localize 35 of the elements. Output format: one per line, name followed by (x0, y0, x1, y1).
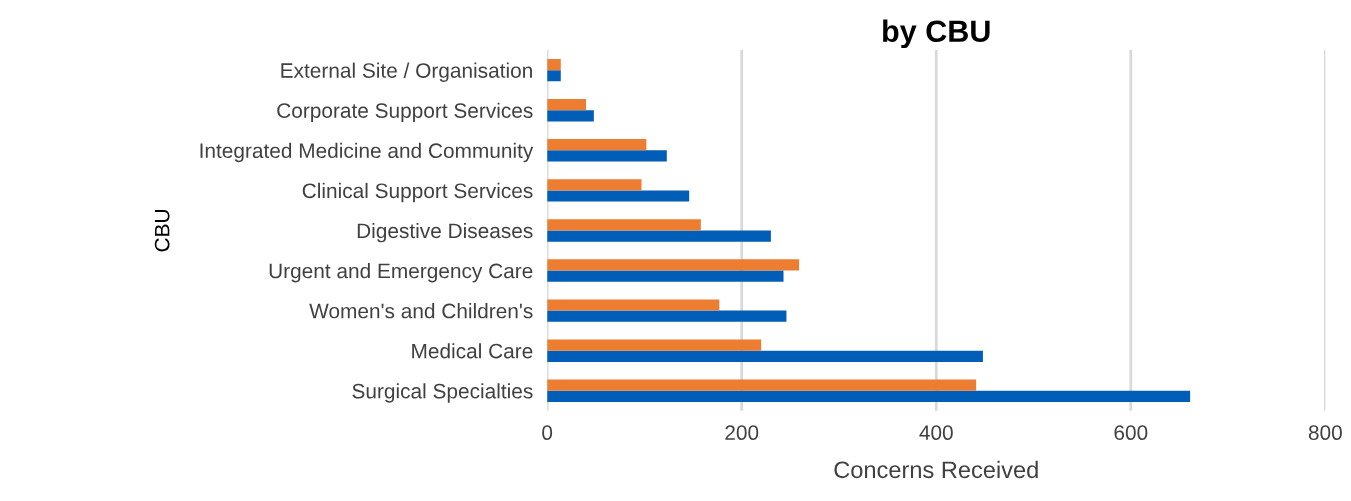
y-tick-label: Clinical Support Services (302, 182, 533, 203)
y-tick-label: Integrated Medicine and Community (200, 142, 534, 163)
y-tick-label: Urgent and Emergency Care (269, 262, 533, 283)
bar (547, 150, 667, 162)
bar (547, 379, 977, 391)
bar (547, 139, 647, 151)
bar (547, 99, 587, 111)
bar (547, 219, 701, 231)
bar (547, 70, 561, 82)
bar (547, 190, 690, 202)
bar (547, 179, 642, 191)
bar (547, 350, 983, 362)
x-tick-label: 0 (542, 425, 553, 441)
bar (547, 58, 561, 71)
bar (547, 390, 1191, 402)
x-tick-label: 400 (919, 425, 953, 441)
bar (547, 339, 762, 351)
bar (547, 110, 594, 122)
y-tick-label: Medical Care (412, 343, 533, 359)
y-tick-label: Surgical Specialties (352, 383, 533, 403)
bar (547, 299, 720, 311)
bar (547, 259, 800, 271)
bar (547, 230, 771, 242)
chart-title: by CBU (883, 19, 990, 49)
y-tick-label: Corporate Support Services (277, 102, 533, 123)
y-axis-title: CBU (154, 210, 170, 252)
y-tick-label: External Site / Organisation (281, 62, 532, 83)
x-tick-label: 800 (1308, 425, 1342, 441)
bar (547, 310, 787, 322)
bar (547, 270, 784, 282)
x-tick-label: 600 (1114, 425, 1148, 441)
y-tick-label: Women's and Children's (309, 303, 533, 319)
x-tick-label: 200 (725, 425, 759, 441)
y-tick-label: Digestive Diseases (357, 222, 533, 243)
x-axis-title: Concerns Received (834, 460, 1038, 479)
